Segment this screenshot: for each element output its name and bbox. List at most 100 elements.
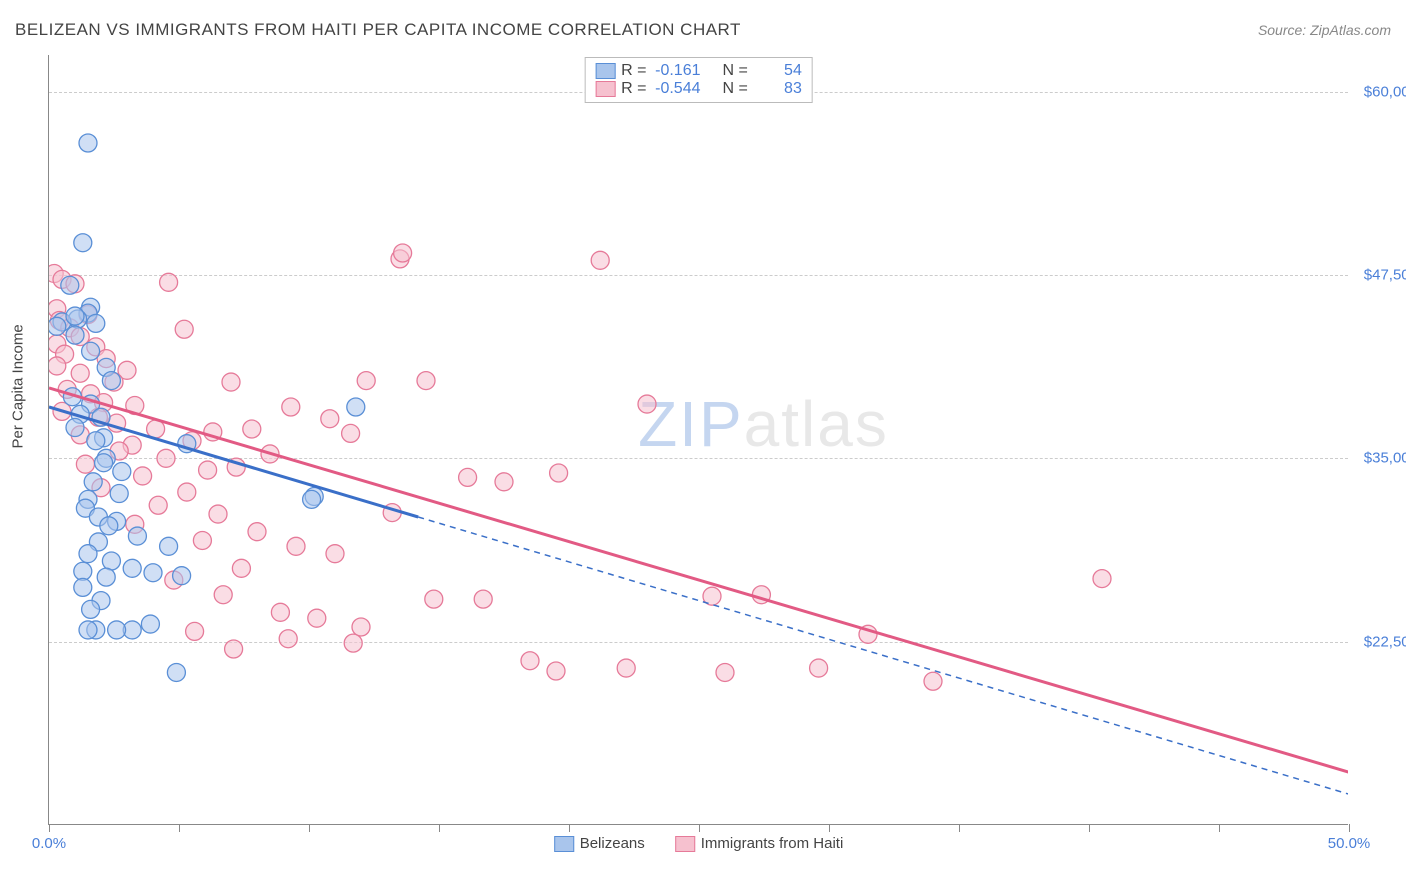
scatter-point bbox=[547, 662, 565, 680]
scatter-point bbox=[342, 424, 360, 442]
scatter-point bbox=[108, 621, 126, 639]
x-tick bbox=[49, 824, 50, 832]
scatter-point bbox=[141, 615, 159, 633]
scatter-point bbox=[232, 559, 250, 577]
scatter-point bbox=[199, 461, 217, 479]
legend-swatch-haiti bbox=[595, 81, 615, 97]
scatter-point bbox=[100, 517, 118, 535]
scatter-point bbox=[87, 432, 105, 450]
x-tick bbox=[179, 824, 180, 832]
scatter-point bbox=[49, 357, 66, 375]
scatter-point bbox=[186, 622, 204, 640]
source-attribution: Source: ZipAtlas.com bbox=[1258, 22, 1391, 38]
scatter-point bbox=[66, 326, 84, 344]
scatter-point bbox=[76, 455, 94, 473]
x-tick bbox=[1219, 824, 1220, 832]
scatter-point bbox=[193, 531, 211, 549]
y-tick-label: $60,000 bbox=[1353, 83, 1406, 100]
scatter-point bbox=[716, 663, 734, 681]
scatter-point bbox=[102, 552, 120, 570]
scatter-point bbox=[128, 527, 146, 545]
scatter-point bbox=[495, 473, 513, 491]
scatter-point bbox=[66, 307, 84, 325]
scatter-point bbox=[175, 320, 193, 338]
scatter-point bbox=[144, 564, 162, 582]
scatter-point bbox=[79, 134, 97, 152]
y-axis-title: Per Capita Income bbox=[10, 324, 27, 448]
scatter-point bbox=[617, 659, 635, 677]
x-tick bbox=[829, 824, 830, 832]
scatter-point bbox=[134, 467, 152, 485]
scatter-point bbox=[271, 603, 289, 621]
scatter-svg bbox=[49, 55, 1348, 824]
scatter-point bbox=[225, 640, 243, 658]
scatter-point bbox=[66, 419, 84, 437]
scatter-point bbox=[282, 398, 300, 416]
x-tick bbox=[569, 824, 570, 832]
scatter-point bbox=[173, 567, 191, 585]
trend-line-extrapolated bbox=[418, 517, 1348, 794]
scatter-point bbox=[347, 398, 365, 416]
scatter-point bbox=[352, 618, 370, 636]
legend-item-belizeans: Belizeans bbox=[554, 835, 645, 852]
scatter-point bbox=[287, 537, 305, 555]
scatter-point bbox=[110, 485, 128, 503]
scatter-point bbox=[425, 590, 443, 608]
scatter-point bbox=[79, 545, 97, 563]
scatter-point bbox=[123, 559, 141, 577]
scatter-point bbox=[95, 454, 113, 472]
y-tick-label: $35,000 bbox=[1353, 450, 1406, 467]
scatter-point bbox=[71, 364, 89, 382]
legend-swatch-icon bbox=[554, 836, 574, 852]
scatter-point bbox=[74, 234, 92, 252]
scatter-point bbox=[84, 473, 102, 491]
scatter-point bbox=[157, 449, 175, 467]
scatter-point bbox=[113, 463, 131, 481]
scatter-point bbox=[1093, 570, 1111, 588]
scatter-point bbox=[102, 372, 120, 390]
scatter-point bbox=[243, 420, 261, 438]
scatter-point bbox=[149, 496, 167, 514]
legend-swatch-icon bbox=[675, 836, 695, 852]
scatter-point bbox=[82, 342, 100, 360]
x-tick-label: 0.0% bbox=[32, 835, 66, 852]
correlation-legend: R = -0.161 N = 54 R = -0.544 N = 83 bbox=[584, 57, 813, 103]
series-legend: Belizeans Immigrants from Haiti bbox=[554, 835, 844, 852]
scatter-point bbox=[49, 317, 66, 335]
scatter-point bbox=[61, 276, 79, 294]
x-tick bbox=[699, 824, 700, 832]
scatter-point bbox=[303, 490, 321, 508]
scatter-point bbox=[79, 621, 97, 639]
scatter-point bbox=[279, 630, 297, 648]
scatter-point bbox=[82, 600, 100, 618]
scatter-point bbox=[810, 659, 828, 677]
scatter-point bbox=[474, 590, 492, 608]
scatter-point bbox=[459, 468, 477, 486]
y-tick-label: $22,500 bbox=[1353, 633, 1406, 650]
scatter-point bbox=[178, 483, 196, 501]
scatter-point bbox=[326, 545, 344, 563]
trend-line bbox=[49, 388, 1348, 772]
x-tick bbox=[309, 824, 310, 832]
scatter-point bbox=[417, 372, 435, 390]
scatter-point bbox=[521, 652, 539, 670]
legend-item-haiti: Immigrants from Haiti bbox=[675, 835, 844, 852]
scatter-point bbox=[209, 505, 227, 523]
scatter-point bbox=[74, 578, 92, 596]
x-tick bbox=[959, 824, 960, 832]
scatter-point bbox=[214, 586, 232, 604]
x-tick bbox=[439, 824, 440, 832]
legend-row-haiti: R = -0.544 N = 83 bbox=[595, 80, 802, 98]
y-tick-label: $47,500 bbox=[1353, 267, 1406, 284]
chart-title: BELIZEAN VS IMMIGRANTS FROM HAITI PER CA… bbox=[15, 20, 741, 40]
scatter-point bbox=[167, 663, 185, 681]
scatter-point bbox=[321, 410, 339, 428]
scatter-point bbox=[344, 634, 362, 652]
scatter-point bbox=[222, 373, 240, 391]
scatter-point bbox=[74, 562, 92, 580]
scatter-point bbox=[248, 523, 266, 541]
scatter-point bbox=[160, 273, 178, 291]
scatter-point bbox=[591, 251, 609, 269]
scatter-point bbox=[87, 314, 105, 332]
scatter-point bbox=[160, 537, 178, 555]
